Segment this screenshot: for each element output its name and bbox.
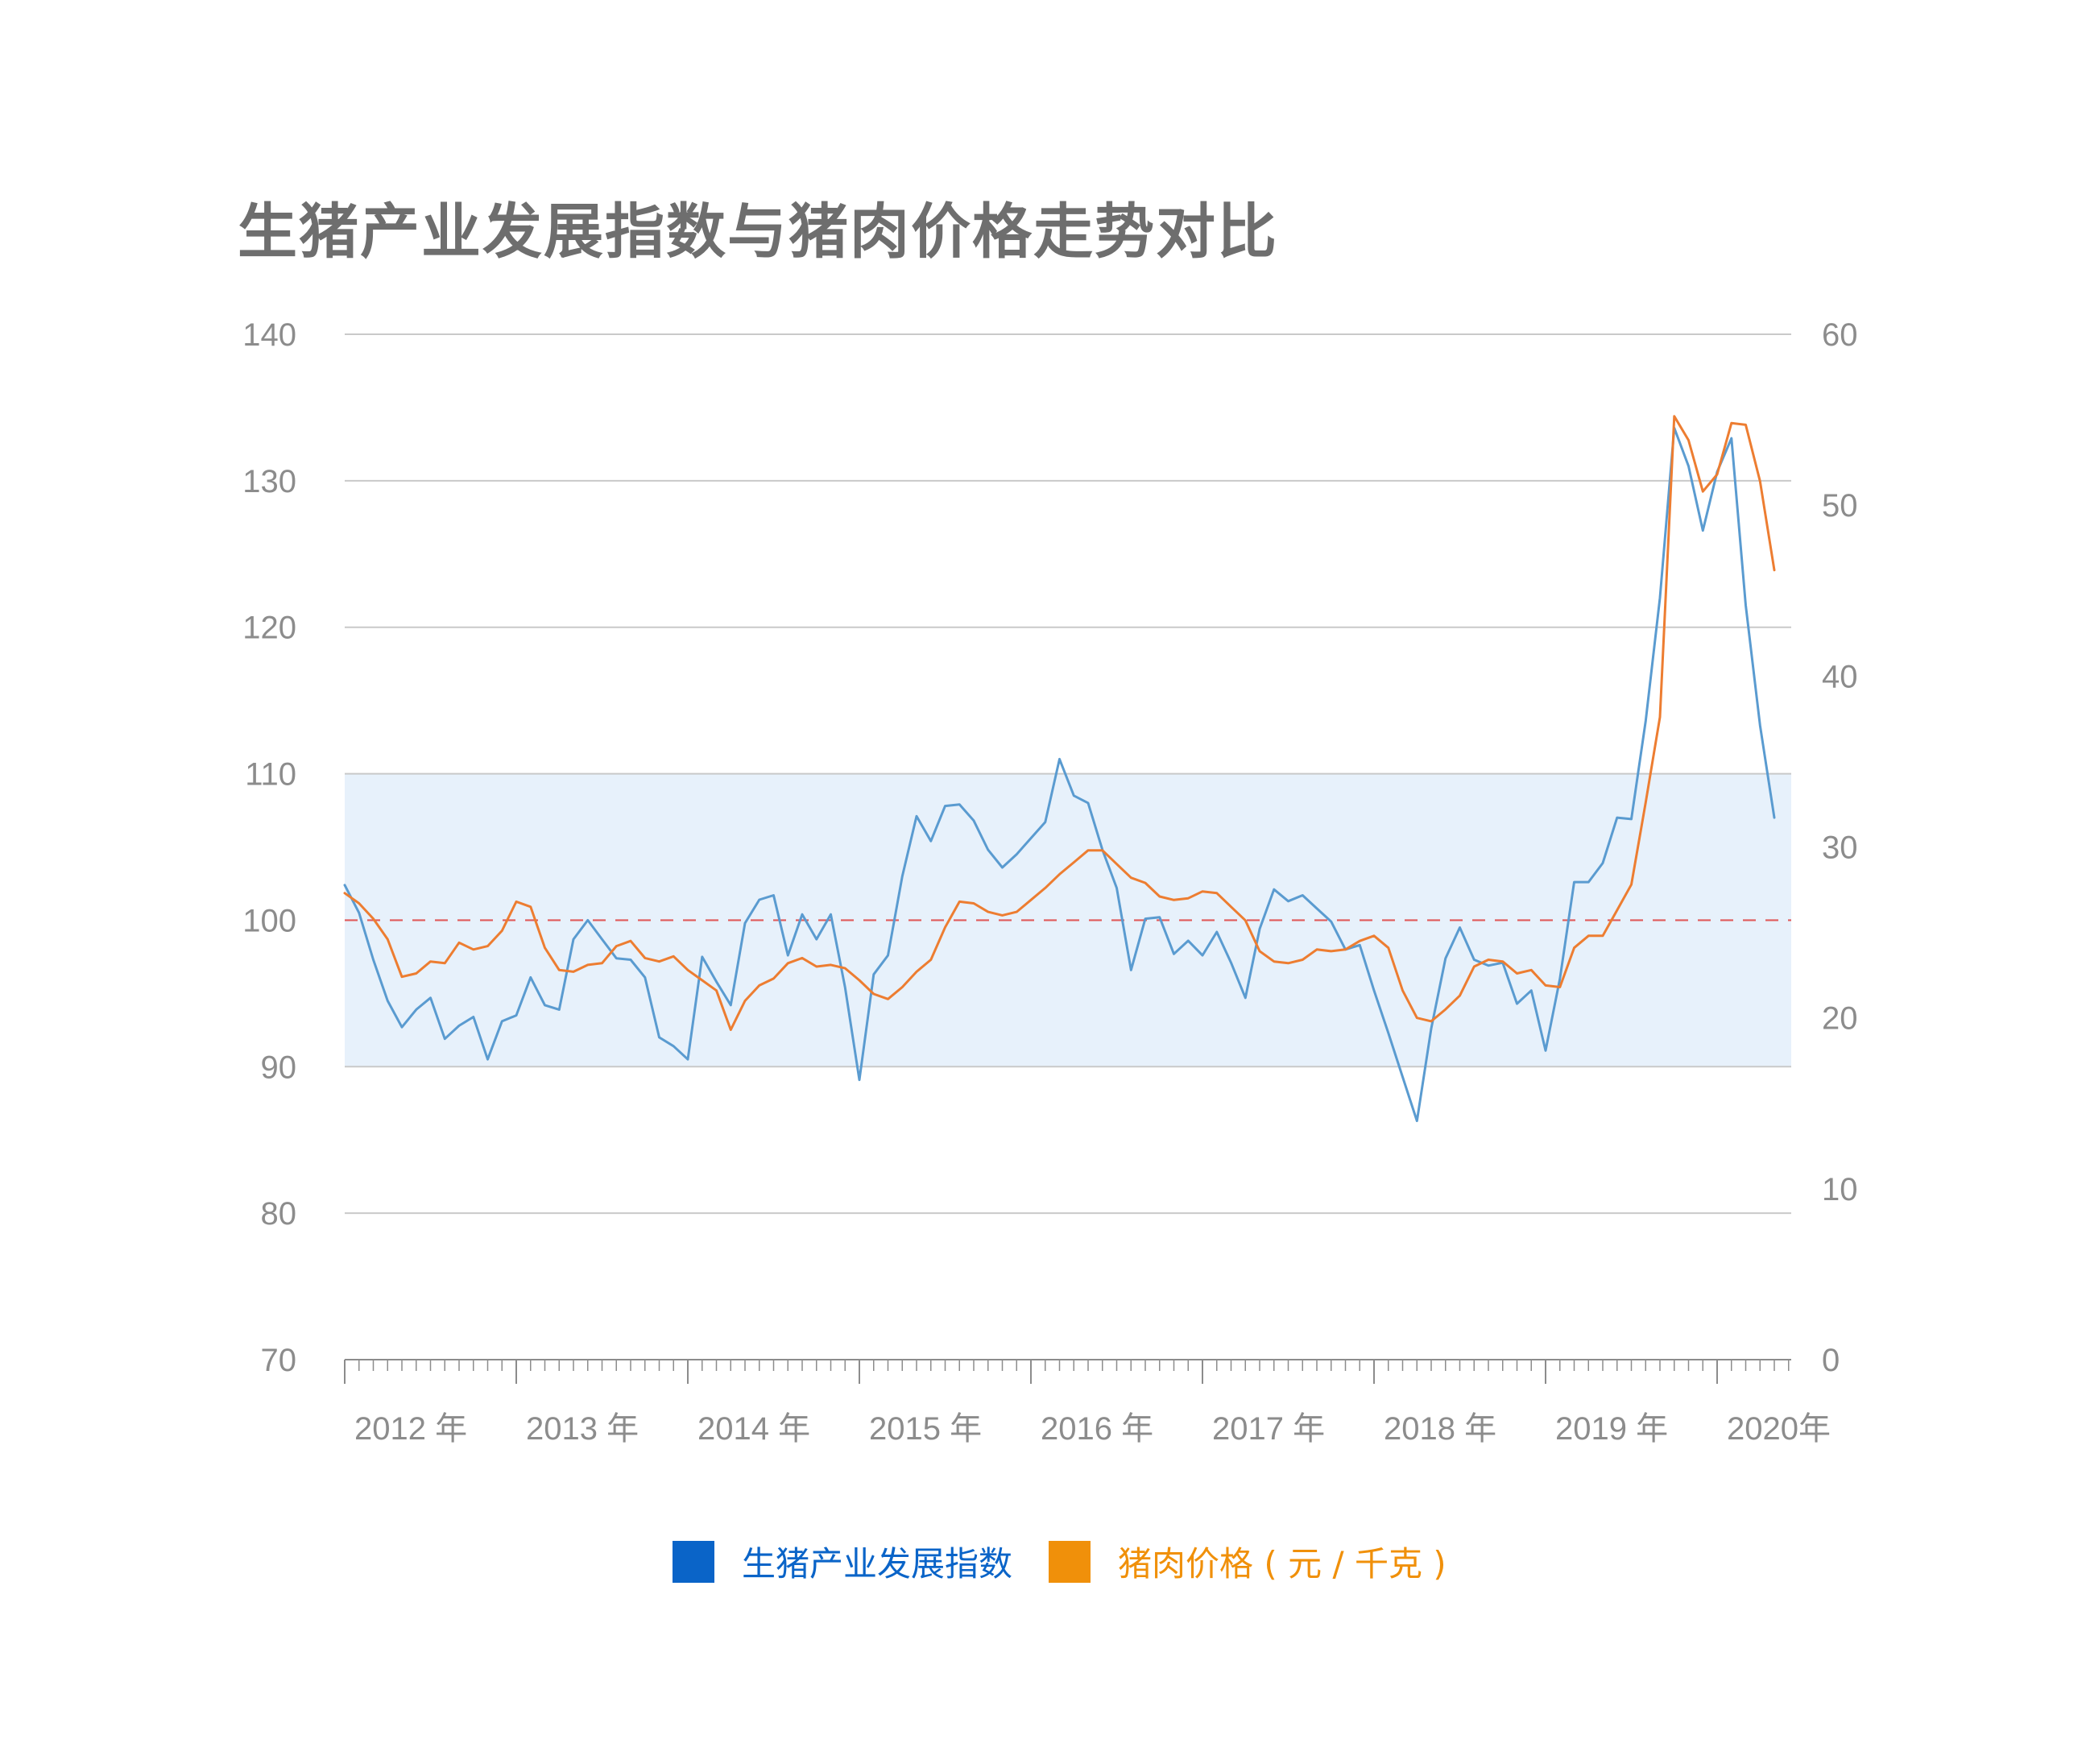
legend-label-index: 生猪产业发展指数 xyxy=(742,1544,1013,1584)
legend-swatch-index xyxy=(673,1540,714,1583)
x-tick-label: 2019 年 xyxy=(1555,1411,1668,1447)
x-tick-label: 2016 年 xyxy=(1041,1411,1153,1447)
legend-item-price: 猪肉价格 ( 元 / 千克 ) xyxy=(1049,1537,1447,1586)
series-line-index xyxy=(343,426,1776,1123)
y-left-tick-label: 80 xyxy=(261,1196,297,1232)
x-tick-label: 2020年 xyxy=(1727,1411,1831,1447)
y-left-tick-label: 90 xyxy=(261,1050,297,1085)
y-axis-right: 60 50 40 30 20 10 0 xyxy=(1822,317,1858,1378)
legend-swatch-price xyxy=(1049,1540,1091,1583)
series-lines xyxy=(343,415,1776,1123)
y-right-tick-label: 20 xyxy=(1822,1001,1858,1037)
y-left-tick-label: 140 xyxy=(242,317,296,353)
y-right-tick-label: 10 xyxy=(1822,1172,1858,1207)
y-axis-left: 140 130 120 110 100 90 80 70 xyxy=(242,317,296,1378)
legend-label-price: 猪肉价格 ( 元 / 千克 ) xyxy=(1118,1544,1447,1584)
y-left-tick-label: 70 xyxy=(261,1343,297,1378)
series-line-price xyxy=(343,415,1776,1031)
x-tick-label: 2013 年 xyxy=(526,1411,639,1447)
chart-title: 生猪产业发展指数与猪肉价格走势对比 xyxy=(238,197,1278,267)
y-left-tick-label: 130 xyxy=(242,464,296,499)
reference-line-label: 100 xyxy=(242,903,296,938)
x-axis: 2012 年 2013 年 2014 年 2015 年 2016 年 2017 年 2018… xyxy=(344,1359,1831,1447)
x-tick-label: 2018 年 xyxy=(1384,1411,1496,1447)
y-left-tick-label: 120 xyxy=(242,611,296,646)
y-right-tick-label: 30 xyxy=(1822,830,1858,866)
y-right-tick-label: 60 xyxy=(1822,317,1858,353)
x-tick-label: 2012 年 xyxy=(354,1411,467,1447)
y-right-tick-label: 0 xyxy=(1822,1343,1840,1378)
gridlines xyxy=(345,333,1791,1215)
x-tick-label: 2015 年 xyxy=(869,1411,982,1447)
x-tick-label: 2017 年 xyxy=(1212,1411,1325,1447)
x-tick-label: 2014 年 xyxy=(697,1411,810,1447)
y-right-tick-label: 50 xyxy=(1822,488,1858,524)
y-right-tick-label: 40 xyxy=(1822,659,1858,694)
y-left-tick-label: 110 xyxy=(245,757,296,793)
legend-item-index: 生猪产业发展指数 xyxy=(673,1537,1012,1586)
